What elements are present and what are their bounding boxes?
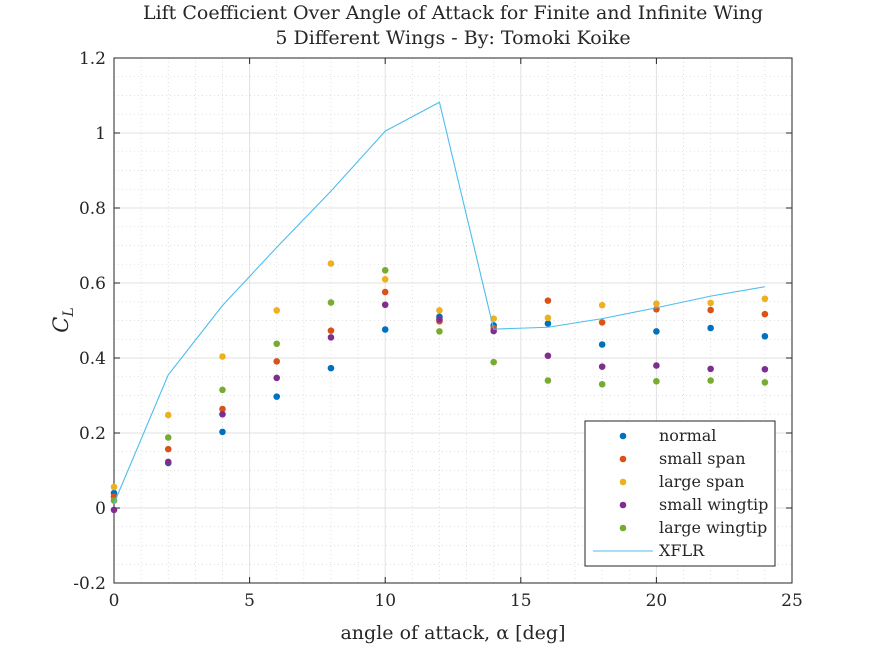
data-point-small-wingtip — [761, 365, 769, 373]
data-point-large-span — [164, 411, 172, 419]
x-tick-label: 0 — [109, 591, 120, 611]
y-tick-label: 0 — [95, 499, 106, 519]
legend-label-small-span: small span — [659, 449, 746, 468]
data-point-normal — [327, 364, 335, 372]
legend-label-large-wingtip: large wingtip — [659, 518, 767, 537]
data-point-large-span — [273, 307, 281, 314]
y-tick-label: 0.4 — [79, 349, 106, 369]
data-point-small-wingtip — [164, 458, 172, 466]
data-point-normal — [544, 320, 552, 327]
y-axis-label: CL — [49, 307, 77, 332]
data-point-normal — [381, 326, 389, 333]
data-point-small-wingtip — [381, 301, 389, 309]
series-layer — [110, 101, 769, 514]
data-point-small-span — [219, 405, 226, 413]
y-tick-label: 1.2 — [79, 49, 106, 69]
data-point-large-wingtip — [707, 377, 714, 384]
data-point-small-span — [164, 445, 172, 453]
data-point-small-span — [707, 306, 714, 314]
data-point-normal — [219, 428, 226, 436]
chart-title: Lift Coefficient Over Angle of Attack fo… — [143, 2, 763, 24]
data-point-normal — [707, 324, 714, 332]
data-point-small-wingtip — [436, 316, 443, 323]
data-point-small-wingtip — [273, 374, 281, 382]
x-tick-label: 10 — [374, 591, 396, 611]
data-point-large-span — [707, 299, 714, 307]
data-point-large-span — [653, 300, 660, 307]
data-point-normal — [653, 328, 660, 335]
data-point-normal — [598, 341, 606, 348]
data-point-large-span — [110, 483, 118, 491]
data-point-large-span — [544, 314, 552, 322]
data-point-large-span — [761, 295, 769, 303]
legend-label-large-span: large span — [659, 472, 744, 491]
y-tick-label: 0.2 — [79, 424, 106, 444]
legend-swatch-large-wingtip — [619, 524, 627, 532]
data-point-large-wingtip — [327, 299, 335, 306]
data-point-small-wingtip — [110, 506, 118, 514]
data-point-large-span — [327, 260, 335, 267]
y-tick-label: 0.6 — [79, 274, 106, 294]
data-point-normal — [761, 332, 769, 340]
legend-label-xflr: XFLR — [659, 541, 705, 560]
data-point-large-wingtip — [164, 434, 172, 441]
data-point-large-span — [436, 307, 443, 314]
data-point-small-span — [327, 327, 335, 334]
data-point-large-wingtip — [653, 377, 660, 385]
axis-ticks: 0 5 10 15 20 25-0.200.20.40.60.811.2 — [73, 49, 803, 611]
legend-swatch-large-span — [619, 478, 627, 486]
data-point-small-span — [761, 310, 769, 318]
data-point-large-span — [381, 275, 389, 283]
data-point-large-wingtip — [490, 358, 497, 366]
x-tick-label: 25 — [781, 591, 803, 611]
x-tick-label: 20 — [646, 591, 668, 611]
data-point-small-wingtip — [219, 410, 226, 418]
plot-frame — [113, 57, 793, 584]
y-axis-label-sub: L — [61, 307, 77, 317]
data-point-large-wingtip — [761, 379, 769, 386]
data-point-small-span — [598, 319, 606, 326]
series-line-xflr — [113, 101, 765, 504]
y-axis-label-main: C — [49, 317, 73, 333]
data-point-large-wingtip — [544, 377, 552, 384]
minor-grid — [114, 58, 792, 583]
x-axis-label: angle of attack, α [deg] — [340, 622, 565, 644]
legend-swatch-normal — [619, 432, 627, 440]
legend-swatch-small-wingtip — [619, 501, 627, 509]
x-tick-label: 5 — [244, 591, 255, 611]
data-point-small-wingtip — [653, 362, 660, 369]
data-point-large-span — [219, 353, 226, 360]
legend-label-small-wingtip: small wingtip — [659, 495, 768, 514]
chart-subtitle: 5 Different Wings - By: Tomoki Koike — [275, 27, 630, 49]
data-point-small-span — [273, 358, 281, 365]
data-point-large-wingtip — [219, 386, 226, 394]
y-tick-label: 0.8 — [79, 199, 106, 219]
data-point-large-wingtip — [436, 328, 443, 335]
legend-label-normal: normal — [659, 426, 716, 445]
data-point-large-wingtip — [381, 266, 389, 274]
legend-swatch-small-span — [619, 455, 627, 463]
data-point-small-wingtip — [707, 365, 714, 373]
x-tick-label: 15 — [510, 591, 532, 611]
data-point-small-span — [381, 288, 389, 296]
data-point-small-span — [544, 297, 552, 304]
y-tick-label: -0.2 — [73, 574, 106, 594]
data-point-large-wingtip — [273, 340, 281, 348]
legend-box — [584, 420, 776, 567]
legend: normal small span large span small wingtip l… — [584, 420, 776, 567]
y-tick-label: 1 — [95, 124, 106, 144]
data-point-small-wingtip — [544, 352, 552, 360]
data-point-large-wingtip — [598, 380, 606, 388]
data-point-large-span — [598, 301, 606, 309]
data-point-small-wingtip — [327, 334, 335, 341]
data-point-small-wingtip — [598, 363, 606, 370]
data-point-normal — [273, 393, 281, 400]
